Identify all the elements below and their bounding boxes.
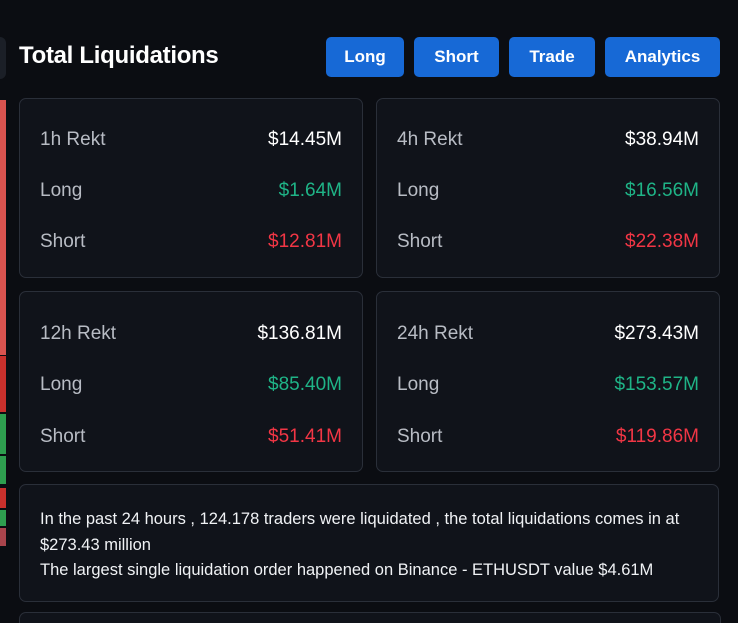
left-panel-tab[interactable]: [0, 37, 6, 79]
period-label: 1h Rekt: [40, 129, 106, 150]
period-label: 12h Rekt: [40, 323, 117, 344]
total-value: $136.81M: [257, 323, 342, 344]
short-value: $12.81M: [268, 231, 342, 252]
rekt-card-24h: 24h Rekt $273.43M Long $153.57M Short $1…: [376, 291, 720, 472]
period-label: 4h Rekt: [397, 129, 463, 150]
total-value: $273.43M: [614, 323, 699, 344]
short-button[interactable]: Short: [414, 37, 499, 77]
trade-button[interactable]: Trade: [509, 37, 595, 77]
page-title: Total Liquidations: [19, 42, 219, 69]
long-label: Long: [40, 180, 83, 201]
long-value: $16.56M: [625, 180, 699, 201]
short-value: $119.86M: [615, 426, 699, 447]
rekt-card-4h: 4h Rekt $38.94M Long $16.56M Short $22.3…: [376, 98, 720, 278]
next-panel-edge: [19, 612, 721, 623]
analytics-button[interactable]: Analytics: [605, 37, 720, 77]
long-label: Long: [397, 180, 440, 201]
long-label: Long: [40, 374, 83, 395]
total-value: $38.94M: [625, 129, 699, 150]
long-label: Long: [397, 374, 440, 395]
long-value: $153.57M: [614, 374, 699, 395]
long-button[interactable]: Long: [326, 37, 404, 77]
short-label: Short: [40, 231, 86, 252]
rekt-card-1h: 1h Rekt $14.45M Long $1.64M Short $12.81…: [19, 98, 363, 278]
left-panel-edge: [0, 0, 8, 617]
period-label: 24h Rekt: [397, 323, 474, 344]
short-value: $51.41M: [268, 426, 342, 447]
long-value: $85.40M: [268, 374, 342, 395]
short-label: Short: [397, 231, 443, 252]
rekt-card-12h: 12h Rekt $136.81M Long $85.40M Short $51…: [19, 291, 363, 472]
short-label: Short: [397, 426, 443, 447]
summary-line-2: The largest single liquidation order hap…: [40, 561, 654, 579]
short-value: $22.38M: [625, 231, 699, 252]
liquidation-summary: In the past 24 hours , 124.178 traders w…: [19, 484, 719, 602]
long-value: $1.64M: [278, 180, 342, 201]
summary-line-1: In the past 24 hours , 124.178 traders w…: [40, 510, 680, 554]
short-label: Short: [40, 426, 86, 447]
total-value: $14.45M: [268, 129, 342, 150]
